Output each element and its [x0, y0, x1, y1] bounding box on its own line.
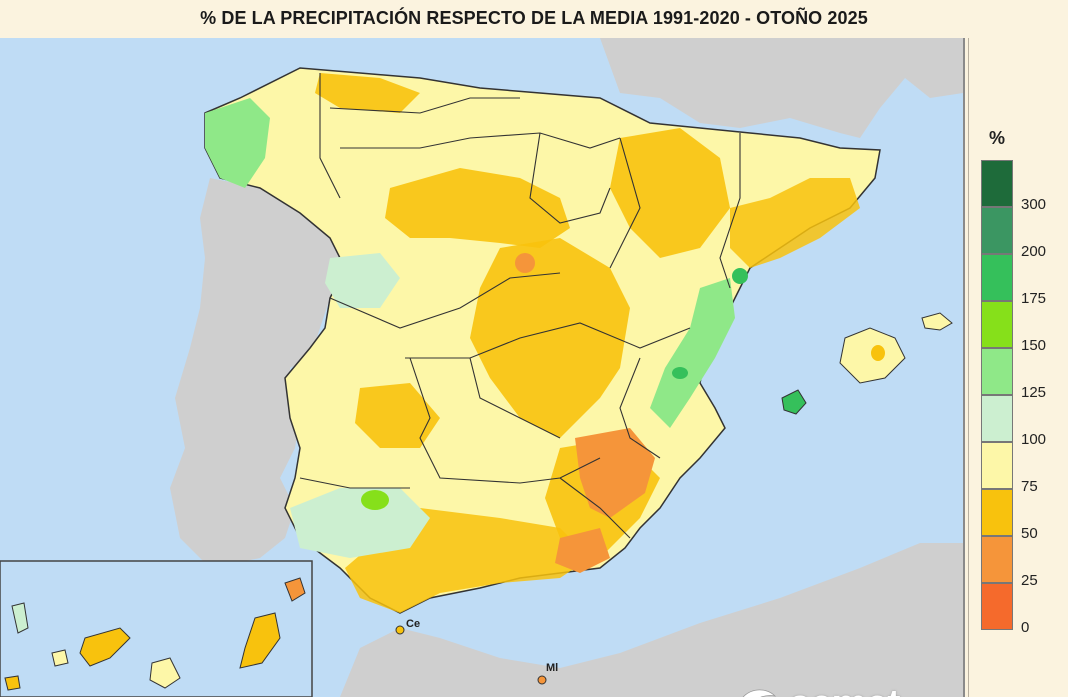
legend-swatch-25 [981, 536, 1013, 583]
aemet-logo-icon [742, 689, 777, 697]
legend-swatch-0 [981, 583, 1013, 630]
zone-175-valencia [672, 367, 688, 379]
zone-50-north [315, 73, 420, 113]
zone-50-madrid [470, 238, 630, 438]
mallorca-zone-50 [871, 345, 885, 361]
zone-50-aragon [610, 128, 730, 258]
zone-25-murcia [575, 428, 655, 518]
melilla-label: Ml [546, 662, 559, 674]
tenerife-island [79, 627, 131, 667]
legend-label-150: 150 [1021, 337, 1047, 354]
zone-100-andalusia [290, 488, 430, 558]
el-hierro-island [4, 675, 21, 691]
zone-175-castellon [732, 268, 748, 284]
legend-panel: % 300 200 175 150 125 100 75 50 25 0 [968, 38, 1068, 697]
legend-swatch-75 [981, 442, 1013, 489]
precipitation-map [0, 38, 963, 697]
zone-100-west [325, 253, 400, 308]
map-frame: Ce Ml aemet [0, 38, 965, 697]
zone-25-almeria [555, 528, 610, 573]
legend-swatch-50 [981, 489, 1013, 536]
legend-unit: % [989, 128, 1006, 148]
zone-100-galicia [205, 98, 270, 188]
la-gomera-island [51, 649, 69, 667]
gran-canaria-island [149, 657, 181, 689]
legend-label-200: 200 [1021, 243, 1047, 260]
ceuta-label: Ce [406, 618, 421, 630]
legend-label-175: 175 [1021, 290, 1047, 307]
aemet-logo: aemet [735, 679, 945, 697]
ibiza-island [781, 389, 807, 415]
region-borders [299, 73, 741, 539]
portugal-land [170, 178, 345, 568]
legend-swatch-125 [981, 348, 1013, 395]
fuerteventura-island [239, 612, 281, 669]
legend-label-300: 300 [1021, 196, 1047, 213]
legend-swatch-200 [981, 207, 1013, 254]
zone-25-spot-madrid [515, 253, 535, 273]
legend-swatch-300 [981, 160, 1013, 207]
ceuta-marker [395, 625, 405, 635]
legend-swatch-100 [981, 395, 1013, 442]
france-land [600, 38, 963, 138]
legend-label-50: 50 [1021, 525, 1038, 542]
map-title: % DE LA PRECIPITACIÓN RESPECTO DE LA MED… [200, 7, 868, 28]
menorca-island [921, 312, 953, 331]
la-palma-island [11, 602, 29, 634]
zone-50-catalonia [730, 178, 860, 268]
legend-label-125: 125 [1021, 384, 1047, 401]
lanzarote-island [284, 577, 306, 602]
aemet-logo-text: aemet [789, 682, 901, 697]
title-bar: % DE LA PRECIPITACIÓN RESPECTO DE LA MED… [0, 0, 1068, 36]
legend-label-25: 25 [1021, 572, 1038, 589]
legend-swatch-150 [981, 301, 1013, 348]
zone-150-andalusia [361, 490, 389, 510]
melilla-marker [537, 675, 547, 685]
zone-125-valencia [650, 278, 735, 428]
legend-label-100: 100 [1021, 431, 1047, 448]
zone-50-center [385, 168, 570, 248]
legend-label-0: 0 [1021, 619, 1030, 636]
zone-50-extremadura [355, 383, 440, 448]
africa-land [340, 543, 963, 697]
legend-label-75: 75 [1021, 478, 1038, 495]
legend-swatch-175 [981, 254, 1013, 301]
